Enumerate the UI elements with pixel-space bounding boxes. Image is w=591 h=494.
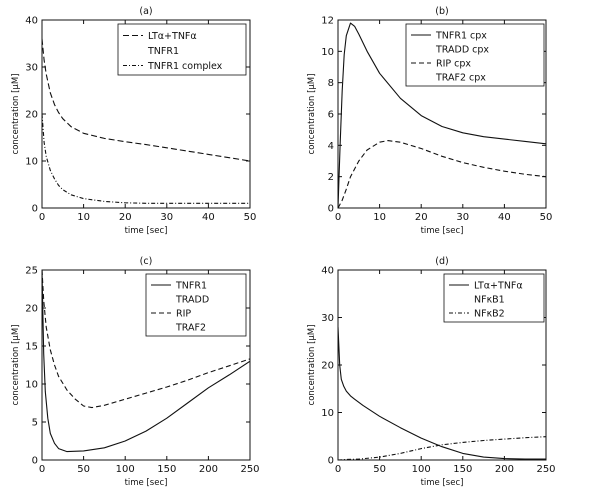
x-tick-label: 0: [335, 464, 341, 475]
series-line-3: [42, 270, 250, 409]
series-line-3: [338, 140, 546, 208]
legend-entry: RIP: [176, 309, 191, 320]
legend-entry: LTα+TNFα: [474, 281, 523, 292]
series-line-3: [42, 113, 250, 204]
x-tick-label: 50: [244, 212, 257, 223]
legend-entry: TNFR1 cpx: [435, 31, 487, 42]
y-tick-label: 0: [32, 204, 38, 215]
y-tick-label: 5: [32, 418, 38, 429]
legend-entry: NFκB2: [474, 309, 505, 320]
x-tick-label: 10: [373, 212, 386, 223]
series-group: [42, 270, 250, 453]
x-tick-label: 40: [202, 212, 215, 223]
panel-title: (c): [140, 256, 153, 267]
x-axis-label: time [sec]: [421, 226, 464, 236]
y-tick-label: 10: [25, 157, 38, 168]
y-tick-label: 20: [25, 110, 38, 121]
x-tick-label: 20: [415, 212, 428, 223]
y-tick-label: 10: [25, 380, 38, 391]
legend-entry: TRADD cpx: [435, 45, 489, 56]
series-line-1: [42, 270, 250, 453]
series-line-1: [338, 326, 546, 460]
y-tick-label: 0: [32, 456, 38, 467]
y-tick-label: 20: [321, 361, 334, 372]
x-tick-label: 200: [199, 464, 218, 475]
legend: LTα+TNFα NFκB1 NFκB2: [443, 273, 545, 323]
x-tick-label: 200: [495, 464, 514, 475]
series-line-1: [338, 22, 546, 208]
y-tick-label: 0: [328, 456, 334, 467]
y-tick-label: 12: [321, 16, 334, 27]
panel-title: (d): [435, 256, 448, 267]
x-tick-label: 0: [39, 464, 45, 475]
y-tick-label: 30: [25, 63, 38, 74]
series-group: [42, 38, 250, 204]
legend: LTα+TNFα TNFR1 TNFR1 complex: [117, 23, 247, 76]
plot-frame: [41, 269, 251, 461]
legend-entry: TRAF2: [175, 323, 206, 334]
legend: TNFR1 cpx TRADD cpx RIP cpx TRAF2 cpx: [405, 23, 545, 87]
x-tick-label: 250: [240, 464, 259, 475]
legend-box: [117, 23, 247, 76]
x-axis-label: time [sec]: [421, 478, 464, 488]
y-axis-label: concentration [μM]: [11, 74, 21, 155]
legend-entry: RIP cpx: [436, 59, 471, 70]
y-tick-label: 25: [25, 266, 38, 277]
x-tick-label: 150: [157, 464, 176, 475]
panel-title: (b): [435, 6, 448, 17]
x-tick-label: 50: [77, 464, 90, 475]
y-axis-label: concentration [μM]: [11, 325, 21, 406]
y-tick-label: 2: [328, 172, 334, 183]
chart-panel-2: (b) 0 10 20 30 40 50 0 2 4 6 8 10 12 time [sec] concent…: [307, 6, 552, 236]
legend-box: [443, 273, 545, 323]
y-tick-label: 10: [321, 47, 334, 58]
y-tick-label: 40: [321, 266, 334, 277]
x-tick-label: 0: [39, 212, 45, 223]
legend-entry: TRADD: [175, 295, 209, 306]
legend-entry: NFκB1: [474, 295, 505, 306]
legend-entry: TNFR1 complex: [147, 61, 223, 72]
legend: TNFR1 TRADD RIP TRAF2: [145, 273, 247, 337]
chart-panel-4: (d) 0 50 100 150 200 250 0 10 20 30 40 time [sec] con…: [307, 256, 556, 488]
x-tick-label: 0: [335, 212, 341, 223]
x-tick-label: 20: [119, 212, 132, 223]
y-axis-label: concentration [μM]: [307, 74, 317, 155]
x-tick-label: 50: [373, 464, 386, 475]
x-axis-label: time [sec]: [125, 226, 168, 236]
x-tick-label: 40: [498, 212, 511, 223]
chart-panel-3: (c) 0 50 100 150 200 250 0 5 10 15 20 25 time [sec] co…: [11, 256, 260, 488]
legend-entry: LTα+TNFα: [148, 31, 197, 42]
x-tick-label: 150: [453, 464, 472, 475]
x-tick-label: 30: [160, 212, 173, 223]
x-tick-label: 100: [412, 464, 431, 475]
y-tick-label: 10: [321, 408, 334, 419]
series-group: [338, 22, 546, 208]
x-tick-label: 10: [77, 212, 90, 223]
legend-box: [405, 23, 545, 87]
panel-title: (a): [139, 6, 152, 17]
series-line-1: [42, 38, 250, 162]
x-axis-label: time [sec]: [125, 478, 168, 488]
legend-entry: TNFR1: [175, 281, 207, 292]
y-tick-label: 6: [328, 110, 334, 121]
y-tick-label: 4: [328, 141, 334, 152]
legend-entry: TNFR1: [147, 46, 179, 57]
x-tick-label: 100: [116, 464, 135, 475]
legend-box: [145, 273, 247, 337]
y-tick-label: 40: [25, 16, 38, 27]
y-tick-label: 0: [328, 204, 334, 215]
chart-panel-1: (a) 0 10 20 30 40 50 0 10 20 30 40 time [sec] concent…: [11, 6, 256, 236]
x-tick-label: 250: [536, 464, 555, 475]
x-tick-label: 30: [456, 212, 469, 223]
series-group: [338, 326, 546, 460]
series-line-3: [338, 436, 546, 460]
y-axis-label: concentration [μM]: [307, 325, 317, 406]
y-tick-label: 20: [25, 304, 38, 315]
legend-entry: TRAF2 cpx: [435, 73, 486, 84]
y-tick-label: 8: [328, 78, 334, 89]
y-tick-label: 15: [25, 342, 38, 353]
x-tick-label: 50: [540, 212, 553, 223]
y-tick-label: 30: [321, 313, 334, 324]
